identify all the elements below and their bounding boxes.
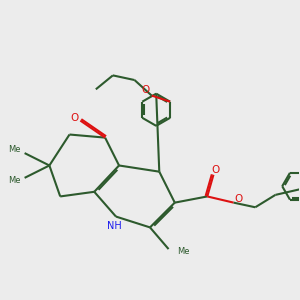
- Text: O: O: [70, 113, 79, 123]
- Text: NH: NH: [107, 221, 122, 232]
- Text: O: O: [142, 85, 150, 95]
- Text: Me: Me: [8, 146, 21, 154]
- Text: Me: Me: [8, 176, 21, 185]
- Text: O: O: [235, 194, 243, 204]
- Text: O: O: [211, 165, 219, 175]
- Text: Me: Me: [177, 247, 190, 256]
